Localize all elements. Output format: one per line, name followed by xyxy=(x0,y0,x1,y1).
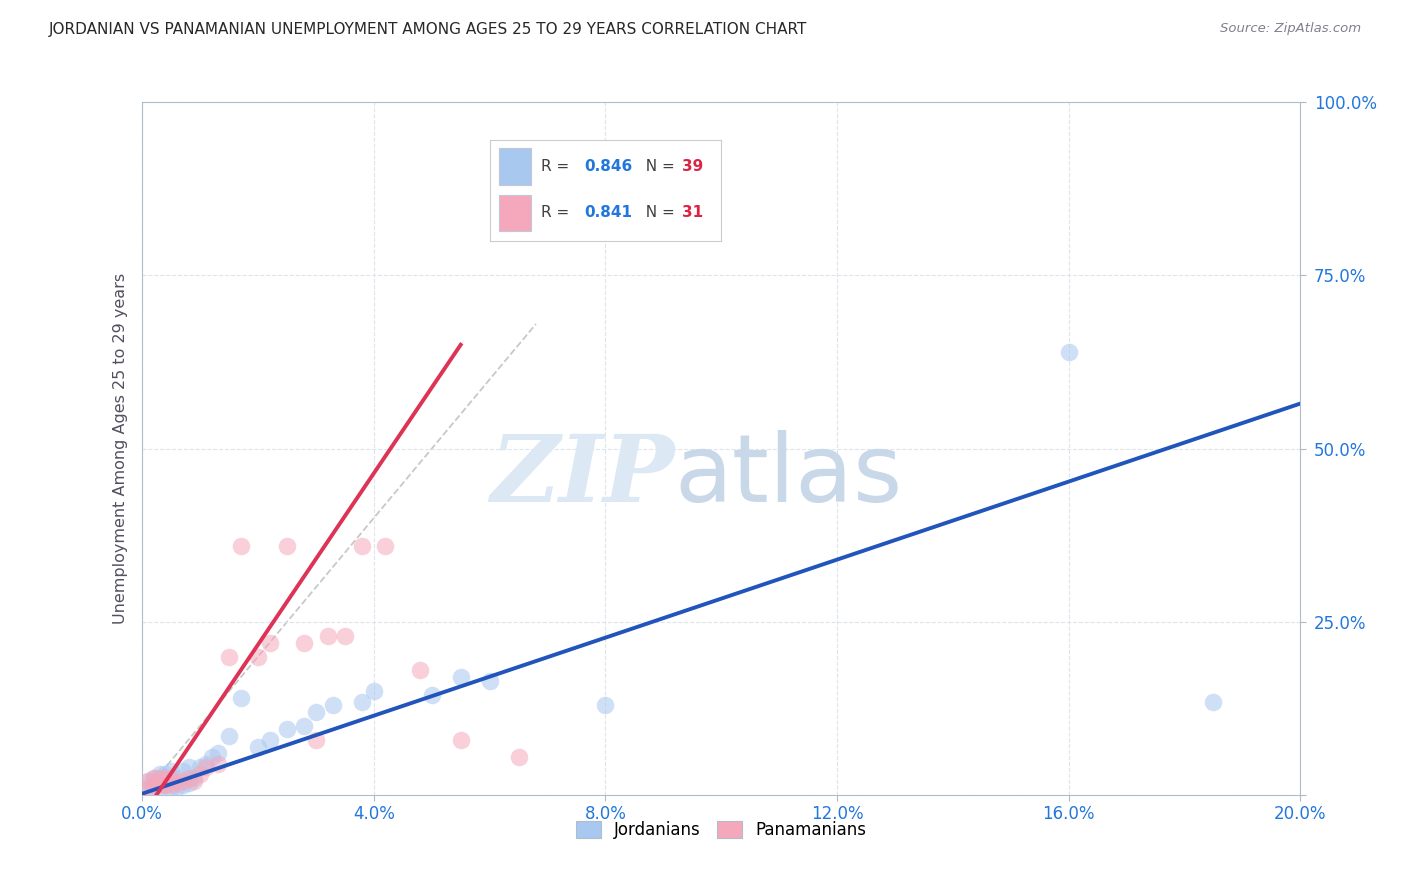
Point xyxy=(247,739,270,754)
FancyBboxPatch shape xyxy=(499,148,531,185)
Point xyxy=(166,771,188,785)
Point xyxy=(276,723,298,737)
Point xyxy=(229,539,252,553)
Point xyxy=(292,635,315,649)
Point xyxy=(149,781,172,796)
Point xyxy=(149,774,172,789)
Point xyxy=(160,781,183,796)
Point xyxy=(595,698,617,712)
Point xyxy=(155,778,177,792)
Point xyxy=(155,767,177,781)
Text: 0.846: 0.846 xyxy=(585,159,633,174)
Text: R =: R = xyxy=(540,205,574,220)
Point xyxy=(142,771,165,785)
Point xyxy=(177,771,200,785)
Point xyxy=(160,771,183,785)
Point xyxy=(142,778,165,792)
Point xyxy=(160,764,183,778)
Text: 0.841: 0.841 xyxy=(585,205,633,220)
Point xyxy=(155,778,177,792)
Point xyxy=(450,670,472,684)
Point xyxy=(259,635,281,649)
Text: JORDANIAN VS PANAMANIAN UNEMPLOYMENT AMONG AGES 25 TO 29 YEARS CORRELATION CHART: JORDANIAN VS PANAMANIAN UNEMPLOYMENT AMO… xyxy=(49,22,807,37)
Point xyxy=(292,719,315,733)
Point xyxy=(155,771,177,785)
Point xyxy=(374,539,396,553)
Point xyxy=(305,732,328,747)
Point xyxy=(207,756,229,771)
Point xyxy=(420,688,443,702)
Point xyxy=(305,705,328,719)
Point xyxy=(259,732,281,747)
Point xyxy=(142,771,165,785)
Point xyxy=(352,694,374,708)
Point xyxy=(183,771,205,785)
Point xyxy=(177,760,200,774)
Point xyxy=(352,539,374,553)
Point xyxy=(218,649,240,664)
Point xyxy=(195,756,218,771)
Point xyxy=(160,778,183,792)
Point xyxy=(166,780,188,794)
Text: Source: ZipAtlas.com: Source: ZipAtlas.com xyxy=(1220,22,1361,36)
Point xyxy=(450,732,472,747)
Point xyxy=(478,673,501,688)
Text: 31: 31 xyxy=(682,205,703,220)
Point xyxy=(149,767,172,781)
Point xyxy=(172,764,194,778)
Point xyxy=(508,750,530,764)
Y-axis label: Unemployment Among Ages 25 to 29 years: Unemployment Among Ages 25 to 29 years xyxy=(114,273,128,624)
Point xyxy=(149,771,172,785)
Point xyxy=(322,698,344,712)
Point xyxy=(247,649,270,664)
FancyBboxPatch shape xyxy=(499,194,531,231)
Point xyxy=(149,778,172,792)
Text: R =: R = xyxy=(540,159,574,174)
Point xyxy=(1202,694,1225,708)
Point xyxy=(172,778,194,792)
Point xyxy=(276,539,298,553)
Text: atlas: atlas xyxy=(675,430,903,523)
Point xyxy=(201,750,224,764)
Point xyxy=(177,775,200,789)
Text: ZIP: ZIP xyxy=(491,432,675,522)
Text: 39: 39 xyxy=(682,159,703,174)
Point xyxy=(136,774,159,789)
Point xyxy=(229,691,252,706)
Point xyxy=(136,781,159,796)
Point xyxy=(142,778,165,792)
Text: N =: N = xyxy=(636,159,679,174)
Point xyxy=(188,767,211,781)
Point xyxy=(316,629,339,643)
Point xyxy=(183,774,205,789)
Point xyxy=(172,774,194,789)
Legend: Jordanians, Panamanians: Jordanians, Panamanians xyxy=(569,814,873,846)
Point xyxy=(136,781,159,796)
Point xyxy=(1057,344,1080,359)
Point xyxy=(218,729,240,743)
Point xyxy=(166,775,188,789)
Point xyxy=(363,684,385,698)
Text: N =: N = xyxy=(636,205,679,220)
Point xyxy=(195,760,218,774)
Point xyxy=(136,774,159,789)
Point xyxy=(409,664,432,678)
Point xyxy=(160,774,183,789)
Point xyxy=(207,747,229,761)
Point xyxy=(188,760,211,774)
Point xyxy=(333,629,356,643)
